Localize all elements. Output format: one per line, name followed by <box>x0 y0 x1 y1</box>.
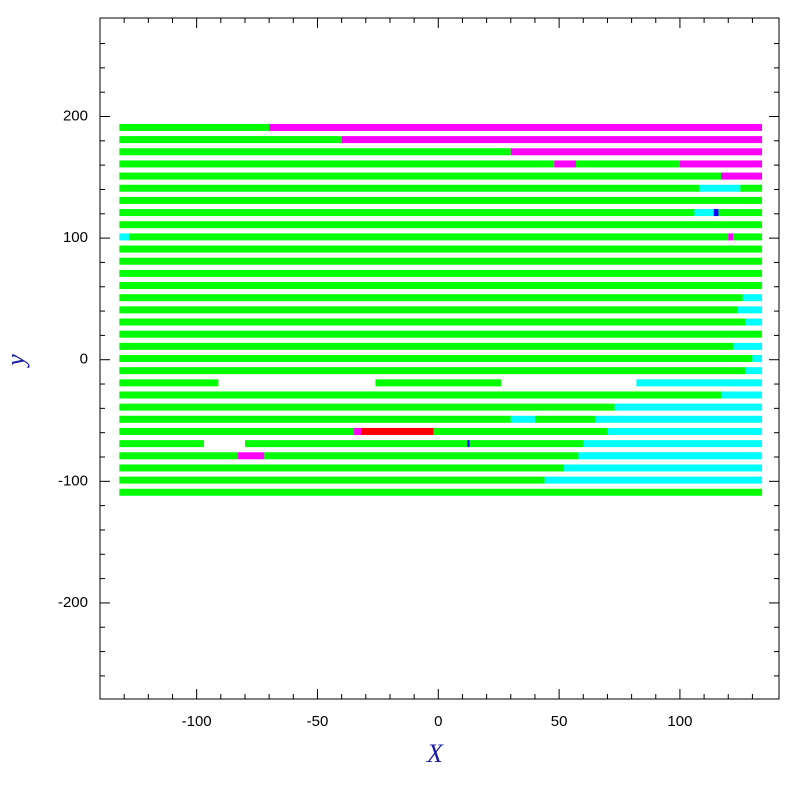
strip-segment <box>119 209 695 217</box>
y-axis-label: y <box>1 354 30 369</box>
strip-segment <box>119 233 129 241</box>
strip-segment <box>375 379 502 387</box>
strip-segment <box>119 440 204 448</box>
y-tick-label: 0 <box>80 351 88 368</box>
strip-segment <box>119 355 753 362</box>
strip-segment <box>119 415 511 423</box>
strip-segment <box>269 123 763 131</box>
strip-segment <box>119 391 722 399</box>
strip-segment <box>733 233 763 241</box>
strip-segment <box>721 172 763 180</box>
x-axis-label: X <box>426 739 444 768</box>
strip-segment <box>119 282 763 290</box>
strip-segment <box>119 403 615 411</box>
strip-segment <box>128 233 729 241</box>
y-tick-label: 100 <box>63 229 88 246</box>
strip-segment <box>563 464 763 472</box>
strip-segment <box>737 306 763 314</box>
strip-segment <box>544 476 763 484</box>
x-tick-label: 100 <box>667 713 692 730</box>
strip-segment <box>119 476 545 484</box>
y-tick-label: -100 <box>58 472 88 489</box>
strip-segment <box>119 136 342 144</box>
strip-segment <box>119 196 763 204</box>
strip-segment <box>119 221 763 229</box>
strip-segment <box>119 342 734 350</box>
strip-segment <box>740 184 763 192</box>
strip-segment <box>341 136 763 144</box>
strip-segment <box>728 233 734 241</box>
strip-segment <box>119 269 763 277</box>
strip-segment <box>595 415 763 423</box>
x-tick-label: 0 <box>434 713 442 730</box>
plot-frame <box>99 17 780 700</box>
strip-segment <box>467 440 470 448</box>
strip-segment <box>353 427 361 435</box>
strip-segment <box>119 367 746 375</box>
strip-segment <box>742 294 763 302</box>
strip-segment <box>119 318 746 326</box>
strip-segment <box>119 452 238 460</box>
strip-segment <box>119 379 219 387</box>
strip-segment <box>614 403 763 411</box>
strip-segment <box>534 415 596 423</box>
strip-segment <box>119 245 763 253</box>
strip-segment <box>721 391 763 399</box>
strip-segment <box>237 452 265 460</box>
strip-segment <box>360 427 434 435</box>
strip-segment <box>119 257 763 265</box>
strip-segment <box>607 427 763 435</box>
x-tick-label: -50 <box>307 713 329 730</box>
strip-segment <box>578 452 763 460</box>
strip-segment <box>119 464 564 472</box>
y-tick-label: 200 <box>63 107 88 124</box>
strip-segment <box>554 160 577 168</box>
strip-segment <box>119 427 354 435</box>
strip-segment <box>119 148 511 156</box>
strip-segment <box>679 160 763 168</box>
strip-segment <box>264 452 579 460</box>
strip-segment <box>469 440 584 448</box>
strip-segment <box>510 415 535 423</box>
strip-segment <box>576 160 680 168</box>
strip-segment <box>119 294 743 302</box>
strip-segment <box>244 440 468 448</box>
strip-segment <box>119 123 270 131</box>
strip-segment <box>119 488 763 496</box>
strip-segment <box>119 306 738 314</box>
strip-segment <box>718 209 763 217</box>
y-tick-label: -200 <box>58 594 88 611</box>
strip-segment <box>694 209 714 217</box>
strip-segment <box>510 148 763 156</box>
strip-segment <box>433 427 608 435</box>
strip-segment <box>636 379 763 387</box>
strip-segment <box>583 440 763 448</box>
strip-segment <box>745 367 763 375</box>
x-tick-label: -100 <box>182 713 212 730</box>
strip-segment <box>119 160 555 168</box>
strip-segment <box>733 342 763 350</box>
strip-segment <box>699 184 741 192</box>
strip-segment <box>713 209 719 217</box>
strip-segment <box>119 172 722 180</box>
strip-segment <box>745 318 763 326</box>
strip-segment <box>119 184 700 192</box>
strip-segment <box>752 355 763 362</box>
x-tick-label: 50 <box>551 713 568 730</box>
strip-segment <box>119 330 763 338</box>
